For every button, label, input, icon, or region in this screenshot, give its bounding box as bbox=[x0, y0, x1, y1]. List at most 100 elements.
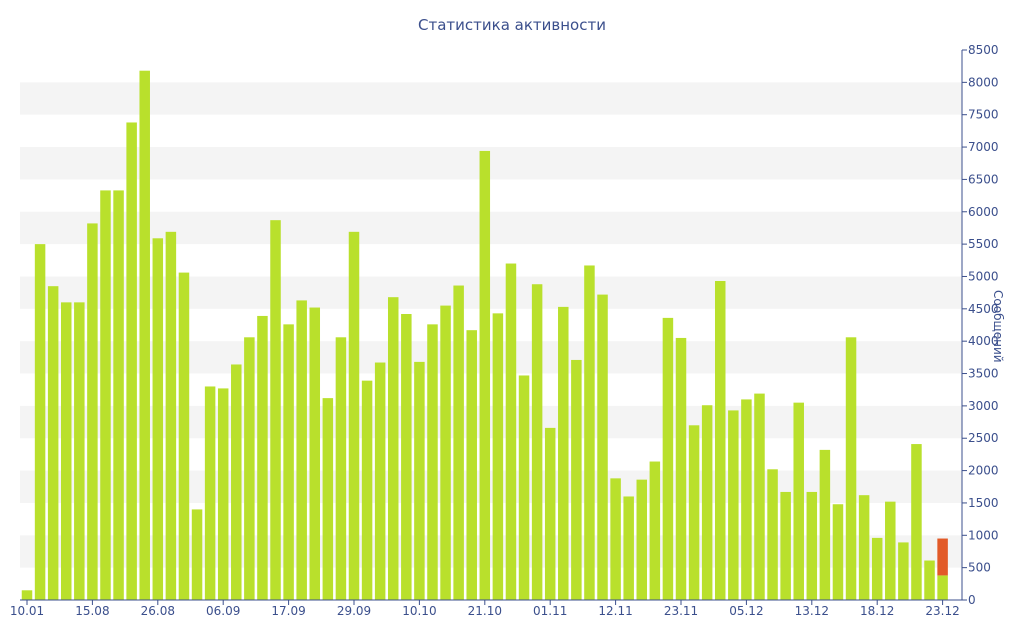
y-tick-label: 8500 bbox=[968, 43, 999, 57]
bar bbox=[427, 324, 438, 600]
bar bbox=[60, 302, 72, 600]
chart-title: Статистика активности bbox=[418, 16, 606, 34]
bar bbox=[204, 386, 216, 600]
x-tick-label: 10.01 bbox=[10, 604, 44, 618]
x-axis: 10.01 15.08 26.08 06.09 17.09 29.09 10.10 21.10… bbox=[10, 599, 962, 618]
bar bbox=[165, 231, 177, 600]
bar bbox=[767, 469, 778, 600]
bar bbox=[819, 449, 831, 600]
bar bbox=[21, 590, 33, 600]
bar bbox=[754, 393, 765, 600]
bars bbox=[21, 70, 948, 601]
grid-bands bbox=[20, 82, 962, 568]
y-tick-label: 4000 bbox=[968, 334, 999, 348]
y-tick-label: 1500 bbox=[968, 496, 999, 510]
x-tick-label: 29.09 bbox=[337, 604, 371, 618]
bar bbox=[453, 285, 464, 600]
bar bbox=[662, 317, 674, 600]
grid-band bbox=[20, 341, 962, 374]
bar bbox=[937, 575, 948, 600]
grid-band bbox=[20, 82, 962, 115]
bar bbox=[714, 281, 726, 600]
x-tick-label: 10.10 bbox=[402, 604, 436, 618]
bar bbox=[701, 405, 713, 600]
grid-band bbox=[20, 211, 962, 245]
bar bbox=[780, 491, 791, 600]
bar bbox=[178, 272, 190, 600]
y-tick-label: 8000 bbox=[968, 75, 999, 89]
x-tick-label: 17.09 bbox=[271, 604, 305, 618]
bar bbox=[544, 427, 556, 600]
bar bbox=[152, 238, 164, 600]
bar bbox=[74, 302, 85, 600]
bar bbox=[440, 305, 451, 600]
y-tick-label: 0 bbox=[968, 593, 976, 607]
bar bbox=[244, 337, 255, 600]
bar bbox=[479, 150, 491, 601]
bar bbox=[584, 265, 595, 600]
bar bbox=[793, 402, 804, 600]
grid-band bbox=[20, 535, 962, 568]
bar bbox=[361, 380, 373, 600]
bar bbox=[492, 313, 504, 600]
bar bbox=[688, 425, 700, 600]
bar bbox=[558, 306, 569, 600]
y-tick-label: 6500 bbox=[968, 172, 999, 186]
bar bbox=[270, 220, 281, 601]
bar bbox=[636, 479, 648, 600]
bar bbox=[518, 375, 530, 600]
bar bbox=[505, 263, 517, 600]
y-tick-label: 5000 bbox=[968, 269, 999, 283]
bar bbox=[858, 495, 870, 600]
x-tick-label: 12.11 bbox=[598, 604, 632, 618]
bar bbox=[924, 560, 935, 600]
bar bbox=[113, 190, 124, 601]
grid-band bbox=[20, 405, 962, 439]
y-tick-label: 500 bbox=[968, 561, 991, 575]
x-tick-label: 26.08 bbox=[141, 604, 175, 618]
y-tick-label: 6000 bbox=[968, 205, 999, 219]
x-tick-label: 15.08 bbox=[75, 604, 109, 618]
bar bbox=[898, 542, 909, 600]
bar bbox=[649, 461, 661, 600]
x-tick-label: 21.10 bbox=[468, 604, 502, 618]
y-tick-label: 2500 bbox=[968, 431, 999, 445]
bar bbox=[845, 337, 857, 600]
bar bbox=[191, 509, 203, 600]
bar bbox=[374, 362, 386, 600]
x-tick-label: 23.12 bbox=[925, 604, 959, 618]
bar bbox=[623, 496, 634, 600]
x-tick-label: 01.11 bbox=[533, 604, 567, 618]
y-tick-label: 7000 bbox=[968, 140, 999, 154]
bar bbox=[100, 190, 111, 601]
bar-highlight bbox=[937, 538, 948, 576]
bar bbox=[283, 324, 294, 600]
bar bbox=[34, 244, 46, 600]
bar bbox=[322, 398, 334, 600]
grid-band bbox=[20, 470, 962, 503]
bar bbox=[47, 286, 59, 600]
bar bbox=[414, 361, 425, 600]
grid-band bbox=[20, 276, 962, 309]
bar bbox=[610, 478, 621, 600]
y-tick-label: 3000 bbox=[968, 399, 999, 413]
y-axis: 0 500 1000 1500 2000 2500 3000 3500 4000 4500 5000… bbox=[961, 43, 999, 607]
bar bbox=[87, 223, 98, 601]
bar bbox=[466, 330, 477, 600]
x-tick-label: 23.11 bbox=[664, 604, 698, 618]
bar bbox=[139, 70, 150, 601]
bar bbox=[387, 297, 399, 600]
bar bbox=[217, 388, 229, 600]
bar bbox=[885, 501, 896, 600]
grid-band bbox=[20, 147, 962, 180]
y-tick-label: 3500 bbox=[968, 367, 999, 381]
x-tick-label: 18.12 bbox=[860, 604, 894, 618]
bar bbox=[309, 307, 321, 600]
bar bbox=[597, 294, 608, 600]
bar bbox=[911, 444, 922, 600]
y-tick-label: 7500 bbox=[968, 108, 999, 122]
bar bbox=[231, 364, 242, 600]
y-tick-label: 2000 bbox=[968, 464, 999, 478]
y-tick-label: 1000 bbox=[968, 528, 999, 542]
